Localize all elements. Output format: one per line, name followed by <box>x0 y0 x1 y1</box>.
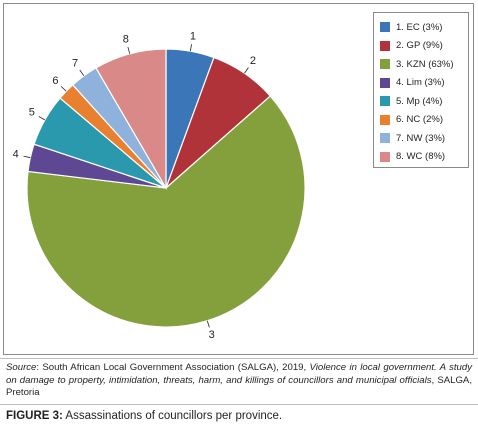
legend-label: 1. EC (3%) <box>396 21 443 33</box>
leader-line <box>189 44 192 52</box>
source-label: Source <box>6 362 37 373</box>
leader-line <box>79 69 85 77</box>
legend-label: 3. KZN (63%) <box>396 58 454 70</box>
caption-text: Assassinations of councillors per provin… <box>62 410 283 422</box>
slice-number-label: 1 <box>190 30 196 42</box>
slice-number-label: 3 <box>209 329 215 341</box>
legend-swatch <box>380 40 390 51</box>
leader-line <box>244 67 249 74</box>
caption-label: FIGURE 3: <box>6 410 63 422</box>
legend-swatch <box>380 114 390 125</box>
legend-swatch <box>380 151 390 162</box>
legend-swatch <box>380 22 390 32</box>
slice-number-label: 5 <box>29 107 35 119</box>
slice-number-label: 4 <box>13 148 19 160</box>
leader-line <box>38 116 46 121</box>
source-title: Violence in local government. A study on… <box>6 362 472 386</box>
pie-slice <box>95 48 167 191</box>
legend-entry: 4. Lim (3%) <box>380 75 445 91</box>
slice-number-label: 7 <box>72 58 78 70</box>
pie-slices <box>26 48 306 328</box>
leader-line <box>127 46 131 54</box>
slice-numbers: 1 2 3 4 5 6 7 8 <box>13 30 256 341</box>
pie-slice <box>26 95 306 328</box>
legend-label: 2. GP (9%) <box>396 40 443 51</box>
legend-label: 5. Mp (4%) <box>396 95 443 107</box>
source-note: Source: South African Local Government A… <box>6 362 472 400</box>
leader-line <box>23 155 31 159</box>
legend-entry: 6. NC (2%) <box>380 112 443 128</box>
leader-lines <box>23 44 249 328</box>
legend-entry: 3. KZN (63%) <box>380 56 454 72</box>
leader-line <box>206 320 210 328</box>
legend-label: 4. Lim (3%) <box>396 77 445 88</box>
legend-entry: 7. NW (3%) <box>380 130 445 146</box>
legend: 1. EC (3%) 2. GP (9%) 3. KZN (63%) 4. Lim (… <box>373 12 469 168</box>
source-publisher: , SALGA, Pretoria <box>6 374 472 399</box>
legend-swatch <box>380 59 390 69</box>
pie-chart: 1 2 3 4 5 6 7 8 <box>13 30 306 341</box>
legend-entry: 5. Mp (4%) <box>380 93 442 109</box>
legend-label: 8. WC (8%) <box>396 151 446 162</box>
legend-swatch <box>380 77 390 88</box>
slice-number-label: 6 <box>52 75 58 87</box>
slice-number-label: 2 <box>250 55 256 67</box>
legend-label: 7. NW (3%) <box>396 132 446 144</box>
legend-swatch <box>380 96 390 106</box>
divider <box>0 358 478 359</box>
legend-swatch <box>380 133 390 143</box>
figure-caption: FIGURE 3: Assassinations of councillors … <box>6 410 282 422</box>
leader-line <box>60 86 67 92</box>
legend-entry: 8. WC (8%) <box>380 149 445 165</box>
legend-entry: 2. GP (9%) <box>380 38 443 54</box>
legend-entry: 1. EC (3%) <box>380 19 442 35</box>
slice-number-label: 8 <box>123 33 129 45</box>
legend-label: 6. NC (2%) <box>396 114 443 125</box>
divider <box>0 404 478 405</box>
source-text: : South African Local Government Associa… <box>36 362 310 373</box>
